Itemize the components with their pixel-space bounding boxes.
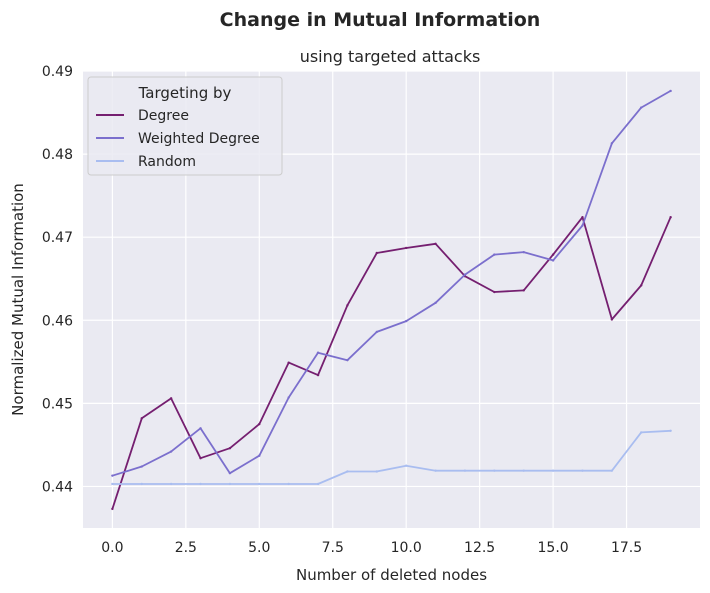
data-point: [287, 361, 290, 364]
data-point: [669, 216, 672, 219]
data-point: [463, 273, 467, 276]
data-point: [522, 289, 525, 292]
data-point: [346, 304, 349, 307]
y-tick-label: 0.49: [42, 64, 73, 80]
data-point: [169, 482, 173, 486]
data-point: [434, 301, 437, 305]
data-point: [228, 447, 232, 450]
legend-label: Degree: [138, 108, 189, 124]
y-tick-label: 0.45: [42, 396, 73, 412]
data-point: [375, 470, 379, 473]
data-point: [169, 450, 173, 453]
x-tick-label: 2.5: [175, 540, 197, 556]
data-point: [610, 318, 614, 321]
data-point: [669, 89, 672, 93]
legend-box: [87, 76, 283, 176]
data-point: [316, 482, 320, 486]
data-point: [493, 253, 496, 256]
data-point: [316, 373, 320, 377]
data-point: [111, 507, 114, 511]
data-point: [493, 290, 496, 294]
data-point: [551, 469, 555, 472]
data-point: [610, 469, 614, 472]
legend: Targeting by Degree Weighted Degree Random: [87, 76, 283, 176]
data-point: [434, 469, 437, 472]
data-point: [522, 469, 525, 472]
data-point: [228, 482, 232, 486]
data-point: [375, 251, 379, 255]
data-point: [640, 431, 643, 434]
series-lines: [111, 89, 672, 511]
data-point: [404, 319, 408, 323]
x-tick-label: 12.5: [464, 540, 495, 556]
data-point: [316, 351, 320, 354]
data-point: [581, 469, 584, 472]
data-point: [199, 457, 202, 460]
y-tick-label: 0.47: [42, 230, 73, 246]
series-line: [112, 90, 672, 477]
data-point: [522, 250, 525, 254]
data-point: [551, 259, 555, 262]
series-line: [111, 216, 672, 510]
chart-title: Change in Mutual Information: [220, 9, 541, 31]
data-point: [199, 482, 202, 486]
x-tick-label: 15.0: [538, 540, 569, 556]
data-point: [346, 470, 349, 473]
data-point: [228, 471, 232, 475]
x-tick-label: 10.0: [391, 540, 422, 556]
data-point: [610, 142, 614, 145]
y-axis-label: Normalized Mutual Information: [9, 183, 27, 416]
series-line: [112, 429, 671, 485]
chart-subtitle: using targeted attacks: [300, 47, 481, 66]
series-degree: [111, 216, 672, 511]
data-point: [169, 397, 173, 400]
legend-label: Weighted Degree: [138, 131, 260, 147]
data-point: [404, 246, 408, 250]
data-point: [493, 469, 496, 472]
series-random: [111, 429, 672, 486]
tick-labels: 0.0 2.5 5.0 7.5 10.0 12.5 15.0 17.5 0.44 0.45 0.46…: [42, 64, 642, 556]
data-point: [140, 465, 143, 468]
data-point: [111, 482, 114, 486]
data-point: [140, 417, 143, 420]
data-point: [581, 224, 584, 227]
x-tick-label: 0.0: [101, 540, 123, 556]
data-point: [258, 422, 261, 426]
data-point: [111, 474, 114, 477]
data-point: [669, 429, 672, 432]
legend-label: Random: [138, 154, 196, 170]
data-point: [640, 284, 643, 287]
data-point: [581, 216, 584, 219]
data-point: [375, 330, 379, 334]
data-point: [551, 253, 555, 256]
data-point: [404, 464, 408, 467]
legend-title: Targeting by: [138, 84, 232, 102]
series-weighted-degree: [111, 89, 672, 477]
data-point: [140, 482, 143, 486]
y-tick-label: 0.48: [42, 147, 73, 163]
data-point: [287, 482, 290, 486]
x-tick-label: 5.0: [248, 540, 270, 556]
y-tick-label: 0.46: [42, 313, 73, 329]
data-point: [199, 427, 202, 430]
data-point: [258, 482, 261, 486]
x-tick-label: 17.5: [611, 540, 642, 556]
data-point: [287, 396, 290, 399]
data-point: [463, 469, 467, 472]
legend-items: Degree Weighted Degree Random: [96, 108, 260, 170]
data-point: [434, 242, 437, 246]
y-tick-label: 0.44: [42, 479, 73, 495]
x-tick-label: 7.5: [322, 540, 344, 556]
data-point: [346, 358, 349, 362]
data-point: [258, 454, 261, 457]
data-point: [640, 106, 643, 109]
x-axis-label: Number of deleted nodes: [296, 566, 487, 584]
